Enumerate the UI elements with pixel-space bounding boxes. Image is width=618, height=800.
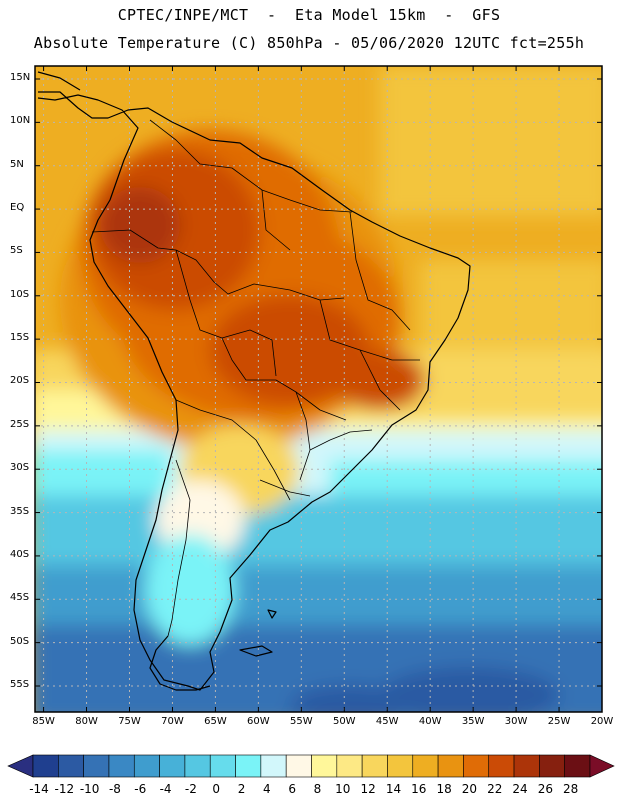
colorbar-swatch: [565, 755, 590, 777]
colorbar-label: 18: [436, 782, 451, 796]
lat-label: 55S: [10, 679, 29, 690]
colorbar-label: 24: [512, 782, 527, 796]
colorbar-swatch: [84, 755, 109, 777]
lat-label: 15S: [10, 332, 29, 343]
lon-label: 40W: [419, 716, 442, 727]
colorbar-swatch: [33, 755, 58, 777]
lat-label: EQ: [10, 202, 24, 213]
lat-label: 50S: [10, 636, 29, 647]
lat-label: 30S: [10, 462, 29, 473]
colorbar-swatch: [514, 755, 539, 777]
colorbar-swatch: [489, 755, 514, 777]
colorbar-swatch: [362, 755, 387, 777]
lon-label: 55W: [290, 716, 313, 727]
lon-label: 75W: [118, 716, 141, 727]
lat-label: 35S: [10, 506, 29, 517]
colorbar-label: -14: [29, 782, 49, 796]
colorbar-swatch: [413, 755, 438, 777]
colorbar-swatch: [438, 755, 463, 777]
lon-label: 50W: [333, 716, 356, 727]
temperature-map: [0, 0, 618, 800]
colorbar-label: 22: [487, 782, 502, 796]
colorbar-label: 28: [563, 782, 578, 796]
colorbar-swatch: [236, 755, 261, 777]
colorbar-label: 16: [411, 782, 426, 796]
colorbar-swatch: [261, 755, 286, 777]
lat-label: 20S: [10, 375, 29, 386]
colorbar-label: 12: [360, 782, 375, 796]
lon-label: 25W: [548, 716, 571, 727]
lon-label: 30W: [505, 716, 528, 727]
lon-label: 20W: [591, 716, 614, 727]
colorbar-label: 14: [386, 782, 401, 796]
colorbar-swatch: [134, 755, 159, 777]
lon-label: 60W: [247, 716, 270, 727]
lat-label: 10S: [10, 289, 29, 300]
colorbar-label: -12: [55, 782, 75, 796]
colorbar-swatch: [185, 755, 210, 777]
colorbar-label: -10: [80, 782, 100, 796]
lat-label: 45S: [10, 592, 29, 603]
lat-label: 5N: [10, 159, 24, 170]
lat-label: 25S: [10, 419, 29, 430]
colorbar-label: 26: [538, 782, 553, 796]
lon-label: 35W: [462, 716, 485, 727]
colorbar-label: 0: [212, 782, 220, 796]
lat-label: 15N: [10, 72, 30, 83]
colorbar-swatch: [58, 755, 83, 777]
lon-label: 70W: [161, 716, 184, 727]
colorbar-label: -4: [160, 782, 172, 796]
lon-label: 80W: [75, 716, 98, 727]
colorbar-swatch: [337, 755, 362, 777]
colorbar-label: 20: [462, 782, 477, 796]
colorbar: [8, 755, 614, 777]
colorbar-label: 2: [238, 782, 246, 796]
colorbar-swatch: [286, 755, 311, 777]
colorbar-label: -6: [134, 782, 146, 796]
colorbar-swatch: [160, 755, 185, 777]
colorbar-label: -8: [109, 782, 121, 796]
colorbar-label: 10: [335, 782, 350, 796]
lat-label: 5S: [10, 245, 23, 256]
lat-label: 10N: [10, 115, 30, 126]
colorbar-label: 8: [314, 782, 322, 796]
colorbar-swatch: [463, 755, 488, 777]
temperature-field: [30, 66, 618, 725]
colorbar-label: 6: [288, 782, 296, 796]
colorbar-swatch: [210, 755, 235, 777]
colorbar-swatch: [312, 755, 337, 777]
lat-label: 40S: [10, 549, 29, 560]
colorbar-label: 4: [263, 782, 271, 796]
colorbar-swatch: [109, 755, 134, 777]
lon-label: 45W: [376, 716, 399, 727]
colorbar-swatch: [539, 755, 564, 777]
colorbar-label: -2: [185, 782, 197, 796]
lon-label: 65W: [204, 716, 227, 727]
colorbar-over-arrow: [590, 755, 614, 777]
colorbar-under-arrow: [8, 755, 33, 777]
lon-label: 85W: [32, 716, 55, 727]
colorbar-swatch: [387, 755, 412, 777]
